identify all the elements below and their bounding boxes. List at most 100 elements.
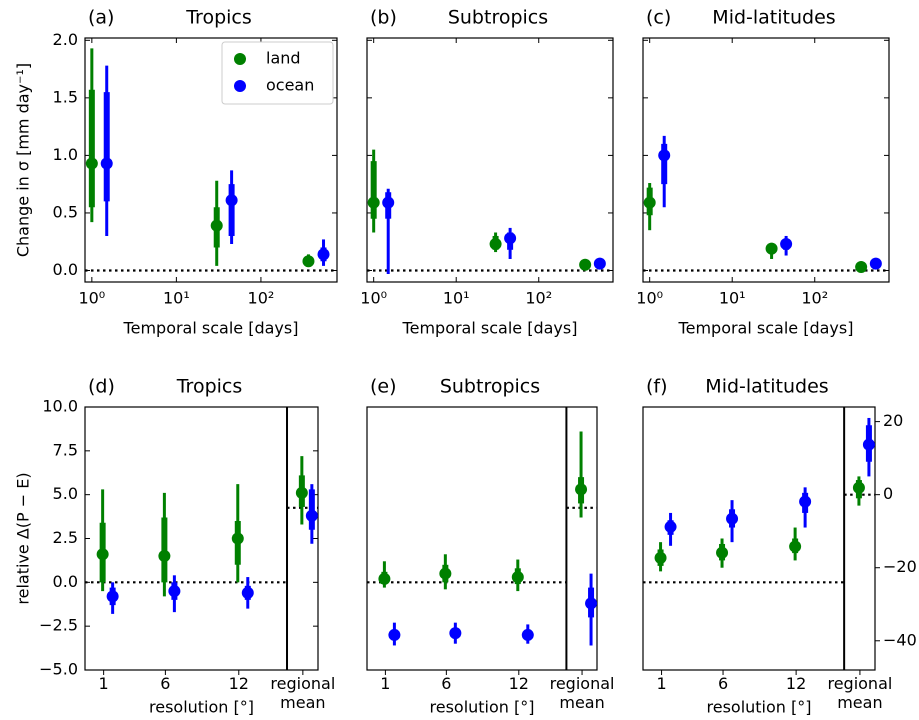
x-axis-label: Temporal scale [days] (123, 319, 299, 338)
median-point (388, 628, 401, 641)
axes-frame (366, 406, 598, 671)
median-point (521, 628, 534, 641)
median-point (504, 232, 517, 245)
x-tick-label: 10² (525, 289, 552, 308)
x-tick-label: 10¹ (163, 289, 190, 308)
x-tick-label: 1 (380, 674, 391, 693)
legend-label: ocean (266, 76, 314, 95)
x-axis-label: Temporal scale [days] (402, 319, 578, 338)
x-tick-label: 6 (160, 674, 171, 693)
median-point (241, 586, 254, 599)
y2-tick-label: 0 (883, 484, 893, 503)
y-axis-label: relative Δ(P − E) (14, 472, 33, 604)
median-point (869, 257, 882, 270)
x-tick-label: regional mean (549, 674, 615, 712)
median-point (158, 550, 171, 563)
y-tick-label: 7.5 (53, 440, 78, 459)
x-tick-label: 10¹ (443, 289, 470, 308)
legend-box (221, 41, 334, 105)
panel-label: (a) (88, 7, 114, 29)
median-point (382, 196, 395, 209)
median-point (862, 438, 875, 451)
median-point (302, 255, 315, 268)
median-point (726, 512, 739, 525)
x-tick-label: 1 (98, 674, 109, 693)
median-point (106, 590, 119, 603)
median-point (575, 483, 588, 496)
median-point (579, 258, 592, 271)
x-tick-label: 6 (441, 674, 452, 693)
axes-frame (642, 406, 876, 671)
median-point (439, 567, 452, 580)
axes-frame (642, 37, 890, 283)
panel-label: (f) (646, 376, 668, 398)
x-tick-label: 10⁰ (360, 289, 387, 308)
median-point (585, 597, 598, 610)
x-tick-label: regional mean (827, 674, 893, 712)
y-tick-label: 2.0 (53, 30, 78, 49)
median-point (789, 540, 802, 553)
panel-label: (b) (370, 7, 397, 29)
y-tick-label: −5.0 (39, 660, 78, 679)
median-point (852, 481, 865, 494)
median-point (168, 585, 181, 598)
x-tick-label: 10¹ (719, 289, 746, 308)
y-axis-label: Change in σ [mm day⁻¹] (14, 63, 33, 257)
median-point (305, 509, 318, 522)
x-axis-label: resolution [°] (430, 698, 535, 717)
panel-label: (e) (370, 376, 397, 398)
y-tick-label: 0.0 (53, 260, 78, 279)
median-point (449, 627, 462, 640)
median-point (317, 248, 330, 261)
panel-title: Subtropics (440, 376, 540, 398)
axes-frame (84, 406, 319, 671)
x-tick-label: 12 (508, 674, 529, 693)
x-tick-label: 1 (656, 674, 667, 693)
median-point (855, 261, 868, 274)
panel-label: (c) (646, 7, 671, 29)
legend-marker (234, 80, 246, 92)
axes-frame (84, 37, 338, 283)
x-axis-label: Temporal scale [days] (678, 319, 854, 338)
y-tick-label: 1.5 (53, 87, 78, 106)
panel-label: (d) (88, 376, 115, 398)
y-tick-label: −2.5 (39, 616, 78, 635)
x-tick-label: 10⁰ (78, 289, 105, 308)
x-tick-label: 12 (785, 674, 807, 693)
y2-tick-label: −40 (883, 630, 917, 649)
median-point (664, 520, 677, 533)
panel-title: Mid-latitudes (712, 7, 835, 29)
median-point (210, 219, 223, 232)
median-point (511, 571, 524, 584)
y-tick-label: 2.5 (53, 528, 78, 547)
median-point (96, 548, 109, 561)
x-tick-label: 12 (228, 674, 249, 693)
median-point (85, 157, 98, 170)
x-tick-label: 6 (717, 674, 729, 693)
median-point (367, 196, 380, 209)
y-tick-label: 0.5 (53, 202, 78, 221)
y2-tick-label: 20 (883, 411, 903, 430)
y-tick-label: 5.0 (53, 484, 78, 503)
x-tick-label: regional mean (270, 674, 336, 712)
median-point (295, 486, 308, 499)
median-point (780, 238, 793, 251)
y-tick-label: 1.0 (53, 145, 78, 164)
x-axis-label: resolution [°] (149, 698, 254, 717)
median-point (716, 546, 729, 559)
x-tick-label: 10² (801, 289, 828, 308)
median-point (654, 551, 667, 564)
legend-label: land (266, 49, 301, 68)
panel-title: Mid-latitudes (705, 376, 828, 398)
median-point (489, 238, 502, 251)
y-tick-label: 10.0 (42, 397, 78, 416)
legend-marker (234, 53, 246, 65)
median-point (799, 495, 812, 508)
y2-tick-label: −20 (883, 557, 917, 576)
x-tick-label: 10⁰ (636, 289, 663, 308)
x-tick-label: 10² (248, 289, 275, 308)
x-axis-label: resolution [°] (707, 698, 812, 717)
median-point (100, 157, 113, 170)
